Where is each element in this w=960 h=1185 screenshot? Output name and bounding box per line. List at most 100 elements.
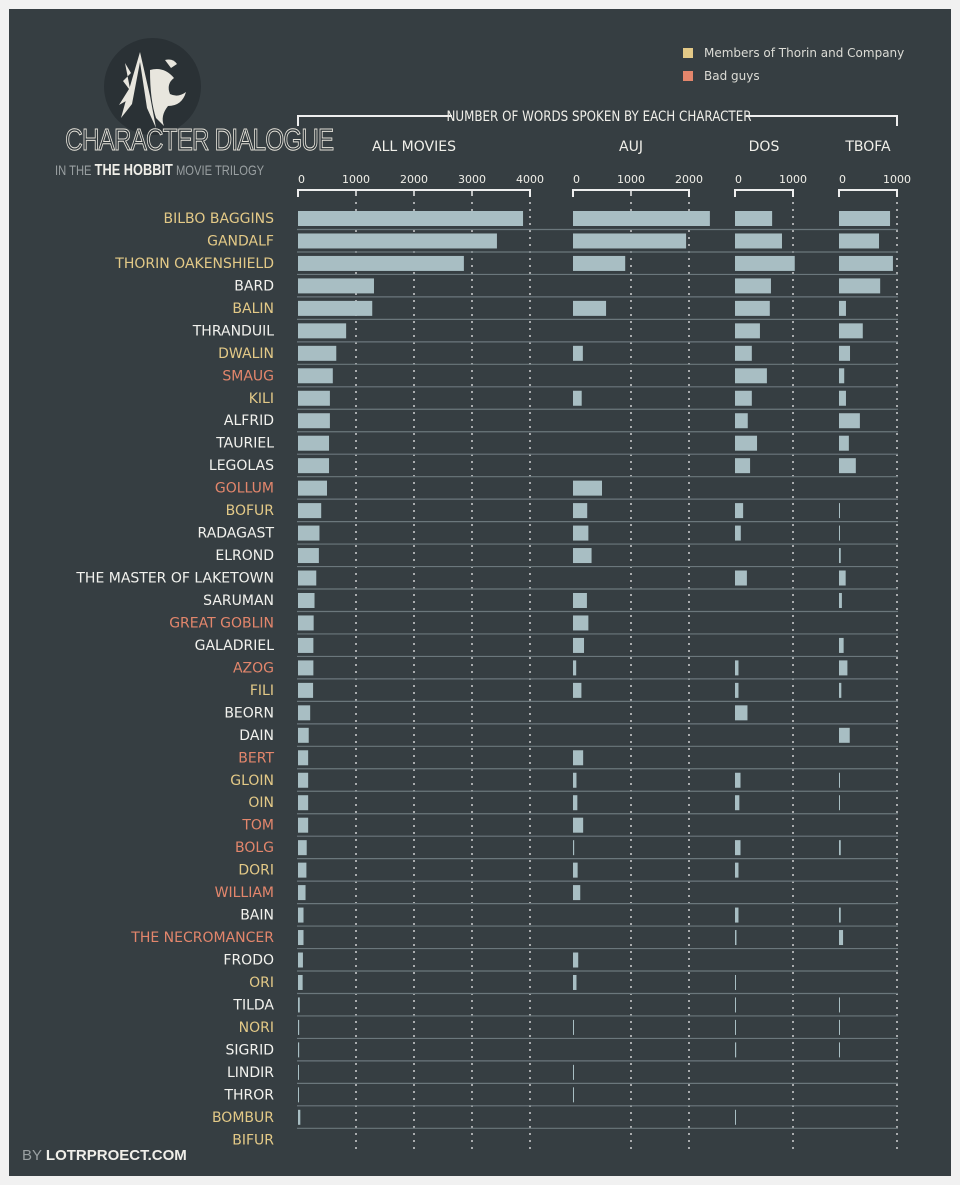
credit-site-link[interactable]: LOTRPROECT.COM — [45, 1147, 187, 1164]
bar-tbofa — [839, 255, 893, 271]
bar-tbofa — [839, 233, 880, 249]
bar-dos — [735, 255, 795, 271]
bar-all — [298, 1042, 300, 1058]
panel-label-auj: AUJ — [619, 139, 643, 155]
bar-auj — [573, 772, 577, 788]
bar-dos — [735, 660, 739, 676]
bar-all — [298, 750, 309, 766]
bar-all — [298, 1064, 299, 1080]
character-label: ALFRID — [224, 413, 274, 429]
bar-all — [298, 615, 314, 631]
axis-title: NUMBER OF WORDS SPOKEN BY EACH CHARACTER — [447, 109, 752, 125]
bar-all — [298, 1109, 301, 1125]
character-label: TAURIEL — [215, 436, 274, 452]
bar-all — [298, 570, 317, 586]
character-label: SMAUG — [222, 368, 274, 384]
bar-all — [298, 592, 315, 608]
tick-label-all-4000: 4000 — [516, 173, 544, 186]
legend-label-company: Members of Thorin and Company — [704, 45, 905, 60]
bar-all — [298, 300, 373, 316]
legend-item-bad: Bad guys — [683, 64, 904, 87]
character-label: SARUMAN — [203, 593, 274, 609]
bar-tbofa — [839, 300, 846, 316]
bar-dos — [735, 930, 737, 946]
bar-dos — [735, 682, 739, 698]
bar-auj — [573, 345, 583, 361]
page-subtitle: IN THE THE HOBBIT MOVIE TRILOGY — [55, 162, 264, 180]
bar-all — [298, 278, 374, 294]
bar-all — [298, 233, 497, 249]
character-label: RADAGAST — [198, 526, 275, 542]
bar-auj — [573, 390, 582, 406]
bar-auj — [573, 1087, 574, 1103]
bar-auj — [573, 817, 584, 833]
bar-tbofa — [839, 435, 849, 451]
character-label: GANDALF — [207, 233, 274, 249]
panel-label-tbofa: TBOFA — [844, 139, 891, 155]
bar-dos — [735, 974, 736, 990]
tick-label-all-0: 0 — [298, 173, 305, 186]
bar-tbofa — [839, 525, 840, 541]
character-label: BERT — [238, 750, 274, 766]
bar-auj — [573, 952, 579, 968]
bar-tbofa — [839, 660, 848, 676]
bar-dos — [735, 1042, 737, 1058]
bar-all — [298, 840, 307, 856]
bar-dos — [735, 570, 747, 586]
bar-tbofa — [839, 278, 881, 294]
bar-all — [298, 548, 319, 564]
bar-all — [298, 682, 314, 698]
bar-all — [298, 413, 330, 429]
bar-dos — [735, 840, 741, 856]
bar-tbofa — [839, 727, 850, 743]
bar-all — [298, 952, 303, 968]
bar-all — [298, 345, 337, 361]
axis-line-dos — [734, 189, 794, 197]
bar-tbofa — [839, 570, 846, 586]
bar-auj — [573, 211, 710, 226]
character-label: GREAT GOBLIN — [169, 615, 274, 631]
bar-dos — [735, 862, 739, 878]
bar-tbofa — [839, 997, 840, 1013]
bar-all — [298, 255, 464, 271]
bar-all — [298, 525, 320, 541]
bar-all — [298, 503, 322, 519]
tick-label-auj-2000: 2000 — [675, 173, 703, 186]
legend-swatch-bad — [683, 70, 693, 81]
bar-tbofa — [839, 458, 856, 474]
legend-item-company: Members of Thorin and Company — [683, 41, 904, 64]
bar-dos — [735, 525, 741, 541]
character-label: THROR — [223, 1087, 274, 1103]
bar-dos — [735, 795, 740, 811]
character-label: WILLIAM — [215, 885, 274, 901]
bar-all — [298, 211, 524, 226]
bar-tbofa — [839, 211, 891, 226]
character-label: BEORN — [224, 705, 274, 721]
bar-auj — [573, 637, 585, 653]
character-label: BOMBUR — [212, 1110, 274, 1126]
bar-tbofa — [839, 503, 840, 519]
character-label: ELROND — [215, 548, 274, 564]
bar-dos — [735, 323, 760, 339]
bar-all — [298, 458, 330, 474]
credit-by: BY — [22, 1147, 42, 1164]
bar-tbofa — [839, 930, 844, 946]
infographic-panel — [9, 9, 951, 1176]
bar-all — [298, 974, 303, 990]
character-label: AZOG — [233, 660, 274, 676]
bar-tbofa — [839, 907, 841, 923]
character-label: BOFUR — [226, 503, 275, 519]
bar-auj — [573, 795, 578, 811]
character-label: FILI — [250, 683, 274, 699]
bar-tbofa — [839, 1019, 840, 1035]
tick-label-all-2000: 2000 — [400, 173, 428, 186]
bar-tbofa — [839, 637, 844, 653]
character-label: BALIN — [232, 301, 274, 317]
bar-all — [298, 727, 309, 743]
tick-label-auj-1000: 1000 — [617, 173, 645, 186]
bar-auj — [573, 592, 587, 608]
bar-tbofa — [839, 368, 845, 384]
character-label: DWALIN — [218, 346, 274, 362]
bar-auj — [573, 974, 577, 990]
